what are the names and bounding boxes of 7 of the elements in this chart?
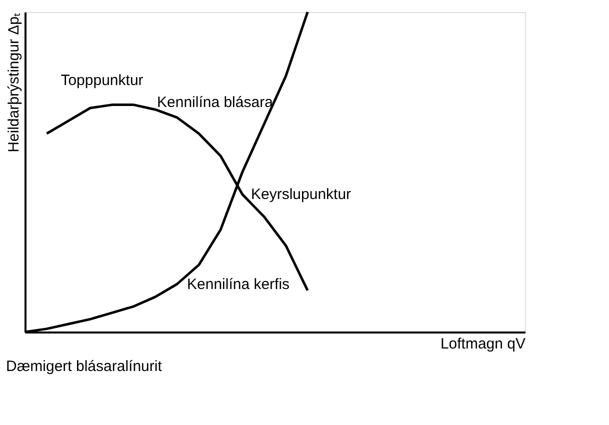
annotation: Keyrslupunktur <box>251 186 352 203</box>
annotation: Kennilína kerfis <box>187 276 290 293</box>
x-axis-title: Loftmagn qV <box>440 336 526 352</box>
annotation: Kennilína blásara <box>157 94 274 111</box>
text: Dæmigert blásaralínurit <box>6 358 163 375</box>
annotation: Topppunktur <box>60 72 144 89</box>
y-axis-title: Heildarþrýstingur Δpₜ <box>6 12 22 152</box>
